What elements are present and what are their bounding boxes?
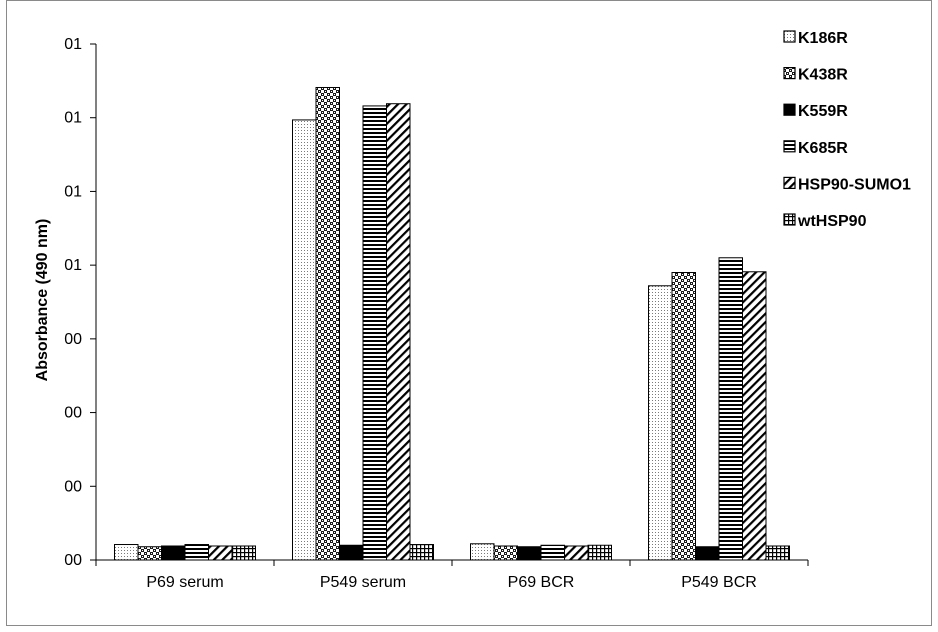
y-tick-label: 00: [64, 552, 82, 569]
bars: [114, 86, 790, 561]
bar-wthsp90-3: [765, 545, 790, 561]
y-tick-label: 01: [64, 257, 82, 274]
bar-hsp90-sumo1-1: [386, 103, 411, 561]
y-tick-label: 01: [64, 36, 82, 53]
x-tick-label: P549 BCR: [681, 574, 757, 591]
bar-k186r-2: [470, 543, 495, 561]
legend-swatch: [783, 66, 796, 80]
y-tick-label: 00: [64, 331, 82, 348]
y-tick-label: 00: [64, 478, 82, 495]
y-axis-label: Absorbance (490 nm): [34, 219, 51, 382]
bar-k685r-2: [540, 544, 565, 561]
bar-k559r-0: [161, 545, 186, 561]
y-tick-label: 01: [64, 110, 82, 127]
bar-hsp90-sumo1-2: [564, 545, 589, 561]
y-axis: 00 00 00 00 01 01 01 01: [64, 36, 97, 569]
legend-label: wtHSP90: [797, 213, 867, 230]
legend-label: K438R: [798, 67, 848, 84]
bar-wthsp90-2: [587, 544, 612, 561]
legend-label: K685R: [798, 140, 848, 157]
legend-label: K559R: [798, 103, 848, 120]
chart-frame: [6, 0, 932, 626]
bar-k685r-0: [184, 544, 209, 561]
bar-k186r-0: [114, 544, 139, 561]
legend-swatch: [783, 176, 796, 189]
legend: K186R K438R K559R K685R HSP90-SUMO1 wtHSP90: [783, 30, 911, 230]
bar-k438r-2: [493, 545, 518, 561]
bar-k559r-2: [517, 546, 542, 561]
bar-wthsp90-1: [409, 544, 434, 561]
bar-k685r-1: [362, 105, 387, 561]
legend-label: K186R: [798, 30, 848, 47]
x-tick-label: P549 serum: [320, 574, 406, 591]
legend-swatch: [783, 213, 796, 226]
legend-swatch: [783, 30, 796, 43]
bar-hsp90-sumo1-0: [208, 545, 233, 561]
x-tick-label: P69 BCR: [508, 574, 575, 591]
bar-k559r-1: [339, 544, 364, 561]
bar-k438r-1: [315, 86, 340, 561]
bar-k186r-1: [292, 119, 317, 561]
x-tick-label: P69 serum: [146, 574, 223, 591]
legend-swatch: [783, 103, 796, 116]
bar-k559r-3: [695, 546, 720, 561]
bar-k438r-3: [671, 272, 696, 561]
legend-label: HSP90-SUMO1: [798, 176, 911, 193]
y-tick-label: 00: [64, 405, 82, 422]
bar-k685r-3: [718, 257, 743, 561]
legend-swatch: [783, 140, 796, 153]
bar-hsp90-sumo1-3: [742, 271, 767, 561]
y-tick-label: 01: [64, 183, 82, 200]
bar-k186r-3: [648, 285, 673, 561]
bar-k438r-0: [137, 546, 162, 561]
bar-wthsp90-0: [231, 545, 256, 561]
